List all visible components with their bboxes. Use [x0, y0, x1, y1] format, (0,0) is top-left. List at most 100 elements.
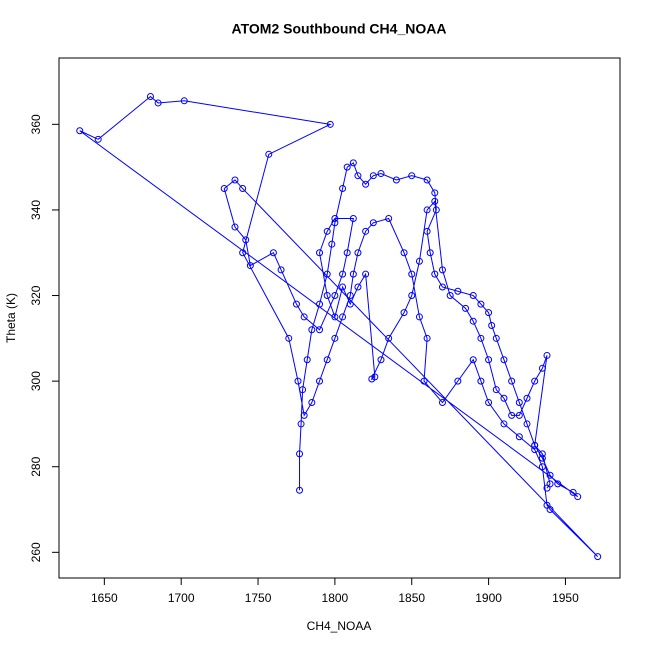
data-point	[331, 313, 339, 321]
y-tick-label: 260	[29, 542, 43, 562]
data-point	[346, 300, 354, 308]
data-point	[420, 377, 428, 385]
data-point	[431, 189, 439, 197]
data-point	[554, 480, 562, 488]
data-point	[408, 172, 416, 180]
x-tick-label: 1850	[398, 591, 425, 605]
x-tick-label: 1800	[322, 591, 349, 605]
data-point	[285, 334, 293, 342]
data-point	[331, 334, 339, 342]
data-point	[331, 292, 339, 300]
chart-title: ATOM2 Southbound CH4_NOAA	[232, 21, 447, 37]
data-point	[154, 99, 162, 107]
data-point	[349, 214, 357, 222]
data-point	[400, 249, 408, 257]
data-point	[485, 356, 493, 364]
data-point	[385, 214, 393, 222]
data-point	[377, 356, 385, 364]
data-point	[292, 300, 300, 308]
data-point	[349, 159, 357, 167]
data-point	[408, 270, 416, 278]
data-point	[362, 227, 370, 235]
data-point	[408, 292, 416, 300]
data-point	[594, 553, 602, 561]
data-point	[339, 313, 347, 321]
data-point	[368, 375, 376, 383]
y-tick-label: 360	[29, 114, 43, 134]
data-point	[546, 506, 554, 514]
x-tick-label: 1650	[91, 591, 118, 605]
data-point	[508, 377, 516, 385]
data-point	[239, 185, 247, 193]
data-point	[438, 283, 446, 291]
data-point	[328, 240, 336, 248]
data-point	[423, 227, 431, 235]
data-point	[523, 420, 531, 428]
data-point	[477, 300, 485, 308]
data-point	[339, 270, 347, 278]
data-point	[180, 97, 188, 105]
data-point	[339, 185, 347, 193]
data-point	[438, 399, 446, 407]
data-point	[343, 249, 351, 257]
data-point	[349, 270, 357, 278]
data-point	[546, 471, 554, 479]
data-point	[446, 292, 454, 300]
data-point	[265, 150, 273, 158]
data-point	[500, 420, 508, 428]
x-tick-label: 1700	[168, 591, 195, 605]
x-tick-label: 1900	[475, 591, 502, 605]
y-tick-label: 300	[29, 371, 43, 391]
data-point	[426, 249, 434, 257]
data-point	[246, 262, 254, 270]
data-point	[377, 170, 385, 178]
data-point	[543, 484, 551, 492]
data-point	[300, 411, 308, 419]
data-point	[362, 270, 370, 278]
data-point	[316, 326, 324, 334]
data-point	[296, 486, 304, 494]
data-point	[354, 283, 362, 291]
data-point	[531, 377, 539, 385]
data-point	[300, 313, 308, 321]
data-point	[531, 446, 539, 454]
data-point	[231, 176, 239, 184]
data-point	[94, 135, 102, 143]
data-point	[538, 450, 546, 458]
data-point	[515, 411, 523, 419]
data-point	[569, 488, 577, 496]
data-point	[469, 292, 477, 300]
y-tick-label: 340	[29, 200, 43, 220]
data-point	[323, 292, 331, 300]
data-point	[438, 266, 446, 274]
data-point	[308, 399, 316, 407]
data-point	[454, 287, 462, 295]
y-tick-label: 320	[29, 285, 43, 305]
data-point	[432, 206, 440, 214]
data-point	[316, 377, 324, 385]
data-point	[362, 180, 370, 188]
data-point	[469, 317, 477, 325]
data-point	[296, 450, 304, 458]
data-point	[297, 420, 305, 428]
data-point	[323, 227, 331, 235]
data-point	[488, 321, 496, 329]
data-point	[354, 249, 362, 257]
data-point	[538, 454, 546, 462]
data-point	[538, 463, 546, 471]
data-point	[294, 377, 302, 385]
data-point	[492, 334, 500, 342]
data-point	[343, 163, 351, 171]
data-point	[299, 386, 307, 394]
data-point	[431, 197, 439, 205]
data-point	[385, 334, 393, 342]
data-point	[326, 120, 334, 128]
data-point	[146, 93, 154, 101]
y-tick-label: 280	[29, 456, 43, 476]
data-point	[574, 493, 582, 501]
data-point	[239, 249, 247, 257]
data-point	[462, 304, 470, 312]
data-point	[331, 219, 339, 227]
y-axis-label: Theta (K)	[4, 293, 18, 343]
